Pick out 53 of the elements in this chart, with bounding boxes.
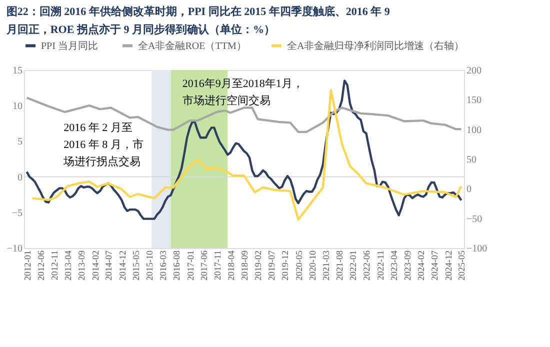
x-tick-label: 2022-11 <box>375 250 386 280</box>
x-tick-label: 2023-09 <box>402 250 412 280</box>
x-tick-label: 2022-01 <box>348 250 358 280</box>
x-tick-label: 2016-08 <box>172 250 182 280</box>
x-tick-label: 2020-05 <box>294 250 304 280</box>
annotation: 2016 年 2 月至2016 年 8 月，市场进行拐点交易 <box>62 122 144 168</box>
x-tick-label: 2020-10 <box>307 250 318 280</box>
y-tick-label: −10 <box>6 244 22 254</box>
x-tick-label: 2012-06 <box>36 250 46 280</box>
y2-tick-label: 100 <box>466 124 482 136</box>
x-tick-label: 2018-04 <box>226 250 236 280</box>
y2-tick-label: −100 <box>466 244 488 254</box>
x-tick-label: 2014-02 <box>90 250 100 280</box>
x-tick-label: 2014-07 <box>104 250 114 280</box>
line-series <box>26 96 462 134</box>
x-tick-label: 2017-11 <box>212 250 222 280</box>
legend-label: PPI 当月同比 <box>41 40 98 52</box>
y-tick-label: 15 <box>12 66 22 76</box>
y2-tick-label: 0 <box>466 184 472 196</box>
x-tick-label: 2018-09 <box>240 250 250 280</box>
y2-tick-label: 200 <box>466 66 482 76</box>
y2-tick-label: 50 <box>466 154 476 166</box>
x-tick-label: 2012-01 <box>22 250 32 280</box>
chart-title: 图22：回溯 2016 年供给侧改革时期，PPI 同比在 2015 年四季度触底、2016 年 9 月回正，ROE 拐点亦于 9 月同步得到确认（单位：%） <box>5 5 390 36</box>
x-tick-label: 2021-03 <box>320 250 331 280</box>
x-tick-label: 2013-09 <box>76 250 87 280</box>
x-tick-label: 2021-08 <box>334 250 345 280</box>
x-tick-label: 2014-12 <box>117 250 128 280</box>
x-tick-label: 2024-12 <box>443 250 454 280</box>
x-tick-label: 2022-06 <box>362 250 372 280</box>
x-tick-label: 2023-04 <box>388 250 399 280</box>
x-tick-label: 2025-05 <box>456 250 467 280</box>
x-tick-label: 2017-01 <box>185 250 196 280</box>
x-tick-label: 2019-12 <box>280 250 290 280</box>
y-tick-label: 5 <box>18 136 22 148</box>
annotation: 2016年9月至2018年1月，市场进行空间交易 <box>182 78 304 107</box>
x-tick-label: 2012-11 <box>49 250 60 280</box>
x-tick-label: 2013-04 <box>62 250 73 280</box>
x-tick-label: 2015-10 <box>144 250 154 280</box>
y2-tick-label: −50 <box>466 214 482 225</box>
x-tick-label: 2024-02 <box>416 250 426 280</box>
x-tick-label: 2024-07 <box>430 250 440 280</box>
y2-tick-label: 150 <box>466 95 482 106</box>
y-tick-label: 0 <box>18 172 22 184</box>
y-tick-label: −5 <box>12 208 22 219</box>
legend-label: 全A非金融ROE（TTM） <box>138 40 246 52</box>
legend-label: 全A非金融归母净利润同比增速（右轴） <box>287 40 464 52</box>
x-tick-label: 2019-02 <box>253 250 264 280</box>
x-tick-label: 2015-05 <box>130 250 141 280</box>
x-tick-label: 2017-06 <box>198 250 209 280</box>
x-tick-label: 2016-03 <box>158 250 168 280</box>
x-tick-label: 2019-07 <box>266 250 277 280</box>
y-tick-label: 10 <box>12 101 22 112</box>
